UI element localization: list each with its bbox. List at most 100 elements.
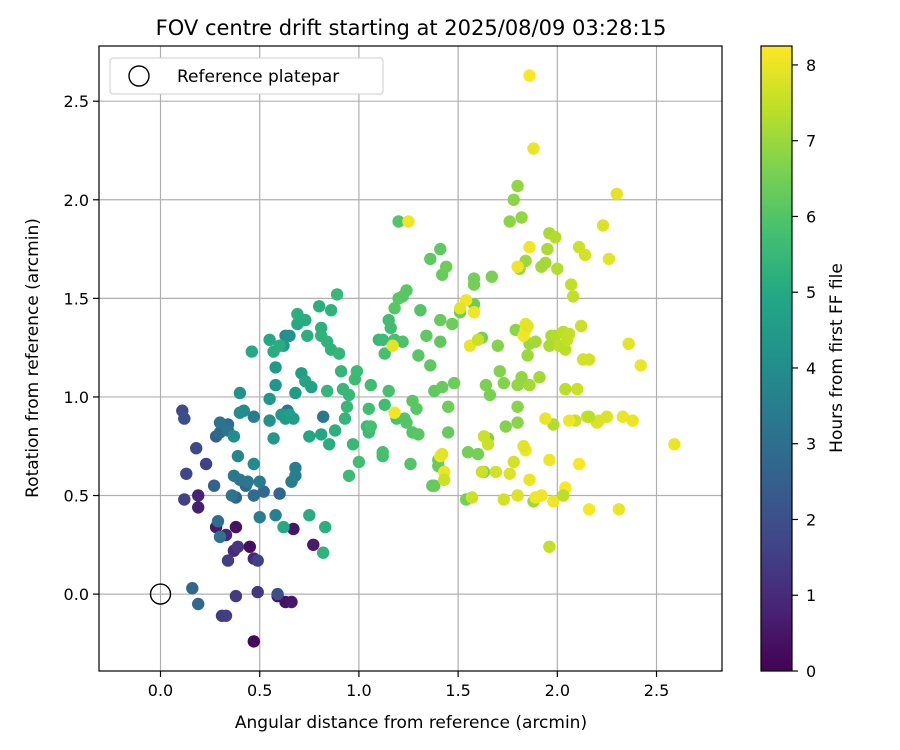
data-point bbox=[227, 430, 241, 443]
data-point bbox=[213, 530, 227, 544]
data-point bbox=[557, 489, 570, 502]
data-point bbox=[442, 426, 455, 439]
data-point bbox=[517, 329, 530, 342]
data-point bbox=[523, 473, 536, 486]
data-point bbox=[428, 479, 441, 492]
data-point bbox=[491, 339, 504, 352]
data-point bbox=[559, 382, 572, 396]
y-tick-label: 2.5 bbox=[64, 92, 89, 111]
data-point bbox=[192, 501, 205, 514]
data-point bbox=[317, 546, 330, 559]
colorbar-tick-label: 6 bbox=[806, 207, 816, 226]
data-point bbox=[192, 489, 205, 502]
data-point bbox=[551, 262, 564, 275]
colorbar-label: Hours from first FF file bbox=[827, 263, 847, 453]
data-point bbox=[517, 440, 530, 453]
data-point bbox=[199, 457, 213, 471]
data-point bbox=[600, 410, 614, 423]
data-point bbox=[461, 446, 475, 459]
data-point bbox=[412, 349, 425, 362]
data-point bbox=[436, 447, 449, 461]
legend: Reference platepar bbox=[109, 57, 384, 95]
data-point bbox=[582, 503, 596, 516]
legend-box bbox=[109, 57, 384, 95]
x-axis-label: Angular distance from reference (arcmin) bbox=[235, 713, 587, 733]
data-point bbox=[424, 252, 437, 266]
data-point bbox=[507, 193, 520, 206]
data-point bbox=[229, 589, 243, 603]
data-point bbox=[582, 410, 596, 423]
data-point bbox=[610, 187, 623, 201]
data-point bbox=[465, 491, 479, 504]
data-point bbox=[332, 347, 346, 360]
data-point bbox=[453, 302, 467, 315]
data-point bbox=[342, 469, 356, 482]
data-point bbox=[668, 438, 681, 451]
data-point bbox=[420, 329, 433, 342]
colorbar-tick-label: 5 bbox=[806, 283, 816, 302]
data-point bbox=[471, 447, 485, 461]
data-point bbox=[247, 635, 260, 648]
data-point bbox=[382, 384, 395, 398]
data-point bbox=[523, 69, 536, 82]
data-point bbox=[241, 475, 254, 488]
data-point bbox=[328, 424, 342, 437]
data-point bbox=[253, 475, 266, 488]
data-point bbox=[434, 242, 447, 256]
data-point bbox=[523, 378, 536, 392]
data-point bbox=[539, 256, 552, 270]
data-point bbox=[364, 420, 377, 433]
chart-title: FOV centre drift starting at 2025/08/09 … bbox=[156, 16, 667, 40]
data-point bbox=[434, 335, 447, 348]
plot-frame bbox=[98, 45, 723, 672]
data-point bbox=[612, 503, 625, 516]
data-point bbox=[229, 520, 243, 534]
data-point bbox=[467, 278, 481, 291]
data-point bbox=[299, 375, 312, 388]
data-point bbox=[231, 540, 245, 553]
data-point bbox=[190, 442, 203, 455]
data-point bbox=[543, 453, 556, 467]
data-point bbox=[287, 412, 300, 425]
data-point bbox=[323, 438, 336, 451]
data-point bbox=[330, 288, 344, 301]
data-point bbox=[511, 489, 524, 502]
colorbar-tick-label: 1 bbox=[806, 586, 816, 605]
data-point bbox=[273, 339, 286, 352]
legend-label-reference: Reference platepar bbox=[177, 67, 339, 87]
data-point bbox=[342, 388, 356, 402]
data-point bbox=[346, 438, 360, 451]
data-point bbox=[247, 457, 260, 471]
data-point bbox=[289, 386, 302, 400]
data-point bbox=[483, 388, 497, 402]
data-point bbox=[350, 365, 364, 378]
data-point bbox=[539, 412, 552, 425]
data-point bbox=[446, 317, 459, 331]
data-point bbox=[303, 430, 316, 443]
data-point bbox=[567, 290, 580, 303]
data-point bbox=[563, 327, 576, 341]
data-point bbox=[434, 313, 447, 327]
data-point bbox=[251, 585, 264, 599]
data-point bbox=[315, 428, 328, 441]
data-point bbox=[376, 446, 389, 459]
data-point bbox=[499, 420, 512, 433]
data-point bbox=[410, 402, 423, 415]
data-point bbox=[277, 520, 290, 534]
data-point bbox=[563, 414, 576, 427]
data-point bbox=[515, 371, 528, 384]
data-point bbox=[489, 465, 502, 479]
data-point bbox=[493, 365, 506, 378]
data-points bbox=[176, 69, 681, 648]
data-point bbox=[233, 386, 247, 400]
data-point bbox=[225, 489, 239, 502]
x-tick-label: 2.5 bbox=[644, 681, 669, 700]
data-point bbox=[471, 333, 485, 346]
data-point bbox=[485, 270, 498, 283]
data-point bbox=[521, 319, 534, 333]
data-point bbox=[211, 515, 225, 528]
data-point bbox=[440, 260, 453, 273]
data-point bbox=[578, 248, 592, 262]
data-point bbox=[396, 335, 409, 348]
